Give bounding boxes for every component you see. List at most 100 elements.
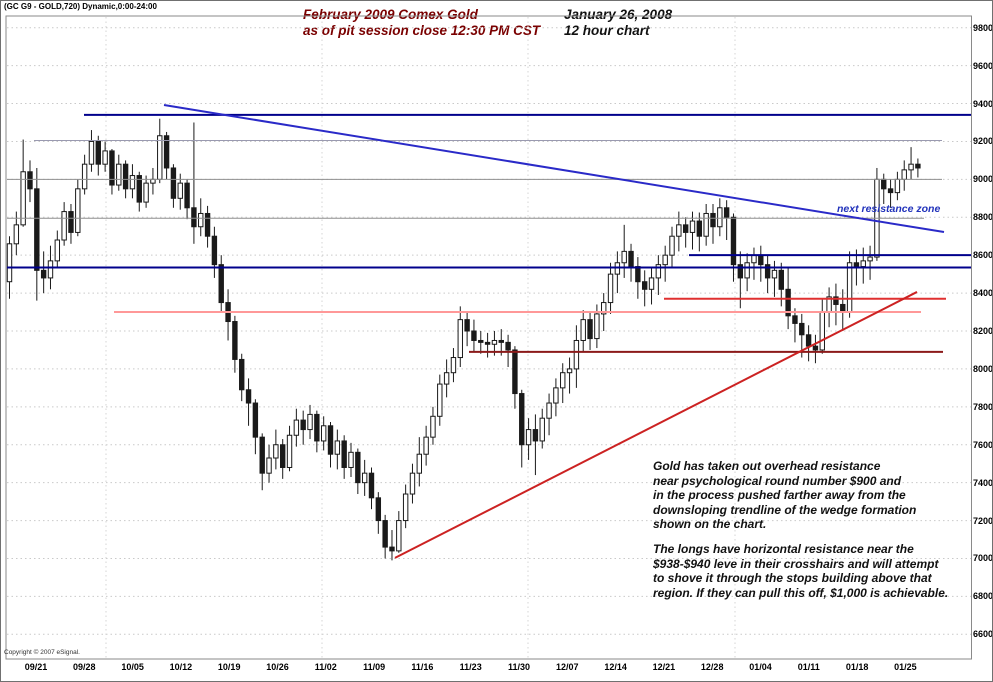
y-axis-price-label: 6600 <box>973 629 993 640</box>
analysis-note-paragraph-2: The longs have horizontal resistance nea… <box>653 542 948 600</box>
candle-body <box>382 520 388 548</box>
candle-body <box>819 311 825 351</box>
candle-body <box>320 425 327 442</box>
y-axis-price-label: 7200 <box>973 515 993 526</box>
candlestick-layer <box>6 118 921 561</box>
candle-body <box>54 239 61 262</box>
x-axis-date-label: 11/16 <box>411 662 434 672</box>
candle-body <box>478 339 484 343</box>
candle-body <box>293 419 300 436</box>
candle-body <box>696 220 703 237</box>
instrument-symbol-label: (GC G9 - GOLD,720) Dynamic,0:00-24:00 <box>4 2 157 11</box>
candle-body <box>47 260 54 279</box>
y-axis-price-label: 6800 <box>973 591 993 602</box>
y-axis-price-label: 9600 <box>973 60 993 71</box>
candle-body <box>88 140 95 165</box>
candle-body <box>512 349 518 395</box>
candle-body <box>457 319 463 359</box>
candle-body <box>901 169 907 180</box>
candle-body <box>20 171 26 226</box>
candle-body <box>95 140 101 165</box>
candle-body <box>232 321 238 360</box>
candle-body <box>252 402 259 438</box>
candle-body <box>655 264 662 279</box>
candle-body <box>266 457 272 474</box>
x-axis-date-label: 01/04 <box>749 662 772 672</box>
candle-body <box>641 281 648 290</box>
candle-body <box>594 313 600 340</box>
candle-body <box>894 178 901 194</box>
candle-body <box>689 220 696 233</box>
candle-body <box>484 341 491 345</box>
candle-body <box>751 254 757 264</box>
candle-body <box>81 163 88 190</box>
candle-body <box>812 345 819 351</box>
y-axis-price-label: 8200 <box>973 326 993 336</box>
chart-title-line2: as of pit session close 12:30 PM CST <box>303 23 541 38</box>
candle-body <box>430 415 436 438</box>
candle-body <box>881 178 887 190</box>
candle-body <box>573 339 580 370</box>
candle-body <box>13 224 20 245</box>
y-axis-price-label: 8000 <box>973 363 993 374</box>
candle-body <box>491 339 498 345</box>
wedge-downsloping-trendline <box>163 104 945 234</box>
analysis-note-line: $938-$940 leve in their crosshairs and w… <box>653 556 939 571</box>
y-axis-price-label: 8400 <box>973 288 993 299</box>
candle-body <box>628 250 634 268</box>
candle-body <box>450 357 457 374</box>
candle-body <box>443 372 450 385</box>
candle-body <box>635 266 641 283</box>
y-axis-price-label: 7600 <box>973 439 993 450</box>
x-axis-date-label: 09/28 <box>73 662 96 672</box>
candle-body <box>758 254 764 266</box>
candle-body <box>423 436 429 455</box>
trendlines-layer <box>163 104 945 559</box>
candle-body <box>566 368 573 374</box>
x-axis-date-label: 01/11 <box>797 662 820 672</box>
candle-body <box>471 330 477 341</box>
candle-body <box>150 178 156 184</box>
chart-title: February 2009 Comex Gold as of pit sessi… <box>303 7 540 39</box>
candle-body <box>846 262 853 313</box>
candle-body <box>61 211 67 241</box>
analysis-note-line: shown on the chart. <box>653 517 767 532</box>
candle-body <box>867 256 873 262</box>
candle-body <box>122 163 129 190</box>
candle-body <box>737 264 744 279</box>
candle-body <box>389 546 395 552</box>
candle-body <box>778 269 784 290</box>
analysis-note-line: region. If they can pull this off, $1,00… <box>653 585 949 600</box>
candle-body <box>341 440 347 468</box>
candle-body <box>300 419 306 431</box>
candle-body <box>519 393 525 446</box>
chart-date-line1: January 26, 2008 <box>564 7 673 22</box>
candle-body <box>525 429 532 446</box>
x-axis-date-label: 12/28 <box>700 662 724 672</box>
candle-body <box>785 288 791 317</box>
candle-body <box>730 216 737 266</box>
candle-body <box>191 207 197 228</box>
y-axis-price-label: 7800 <box>973 401 993 412</box>
candle-body <box>34 188 40 271</box>
candle-body <box>601 302 607 315</box>
candle-body <box>259 436 265 474</box>
candle-body <box>621 250 627 264</box>
candle-body <box>355 451 361 484</box>
candle-body <box>6 243 13 283</box>
candle-body <box>587 319 593 340</box>
y-axis-price-label: 8800 <box>973 212 993 223</box>
candle-body <box>764 264 771 279</box>
candle-body <box>498 339 504 343</box>
candle-body <box>771 269 778 279</box>
analysis-note-line: Gold has taken out overhead resistance <box>653 459 881 473</box>
analysis-note-paragraph-1: Gold has taken out overhead resistance ne… <box>653 459 916 532</box>
candle-body <box>833 296 839 305</box>
candle-body <box>723 207 730 218</box>
candle-body <box>703 212 709 237</box>
candle-body <box>908 163 914 171</box>
y-axis-price-label: 7000 <box>973 553 993 564</box>
candle-body <box>116 163 122 186</box>
candle-body <box>307 413 313 431</box>
